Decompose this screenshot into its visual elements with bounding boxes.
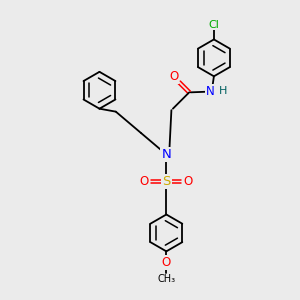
Text: O: O	[140, 175, 149, 188]
Text: O: O	[169, 70, 178, 83]
Text: Cl: Cl	[208, 20, 219, 30]
Text: S: S	[162, 175, 170, 188]
Text: N: N	[161, 148, 171, 161]
Text: N: N	[206, 85, 214, 98]
Text: H: H	[219, 86, 227, 96]
Text: O: O	[162, 256, 171, 269]
Text: CH₃: CH₃	[157, 274, 176, 284]
Text: O: O	[184, 175, 193, 188]
